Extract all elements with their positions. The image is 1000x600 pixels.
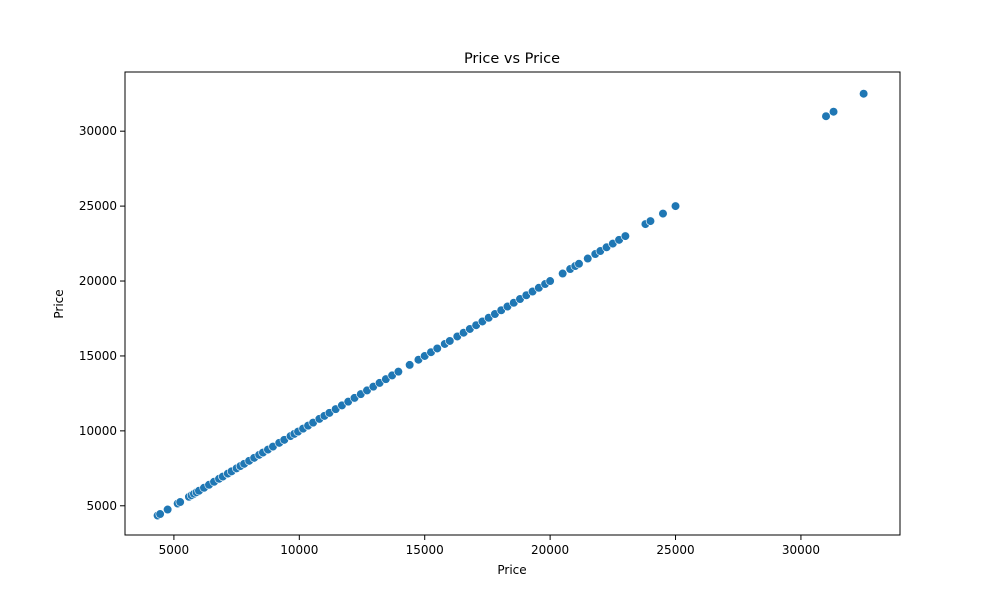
scatter-point [175,497,185,507]
x-tick-label: 5000 [159,543,190,557]
y-axis-ticks: 5000 10000 15000 20000 25000 30000 [79,124,125,513]
y-tick-label: 5000 [86,499,117,513]
scatter-point [859,89,869,99]
x-tick-label: 10000 [280,543,318,557]
y-tick-label: 20000 [79,274,117,288]
y-tick-label: 30000 [79,124,117,138]
plot-area-frame [124,71,901,536]
x-axis-ticks: 5000 10000 15000 20000 25000 30000 [159,535,820,557]
scatter-point [645,216,656,226]
x-tick-label: 30000 [782,543,820,557]
scatter-point [545,276,555,286]
scatter-point [658,208,668,219]
y-tick-label: 15000 [79,349,117,363]
scatter-point [393,367,403,377]
y-tick-label: 25000 [79,199,117,213]
y-tick-label: 10000 [79,424,117,438]
x-axis-label: Price [497,563,526,577]
scatter-point [574,259,584,269]
data-points [153,89,869,521]
scatter-point [445,336,455,346]
scatter-point [155,509,165,519]
y-axis-label: Price [52,289,66,318]
scatter-point [670,201,681,211]
x-tick-label: 25000 [656,543,694,557]
chart-title: Price vs Price [464,51,560,67]
scatter-point [821,111,831,121]
x-tick-label: 15000 [406,543,444,557]
scatter-point [432,343,442,354]
scatter-point [583,253,593,264]
scatter-point [163,504,173,515]
scatter-point [558,268,568,279]
x-tick-label: 20000 [531,543,569,557]
scatter-point [405,360,415,370]
scatter-point [828,107,839,117]
scatter-point [620,231,630,241]
